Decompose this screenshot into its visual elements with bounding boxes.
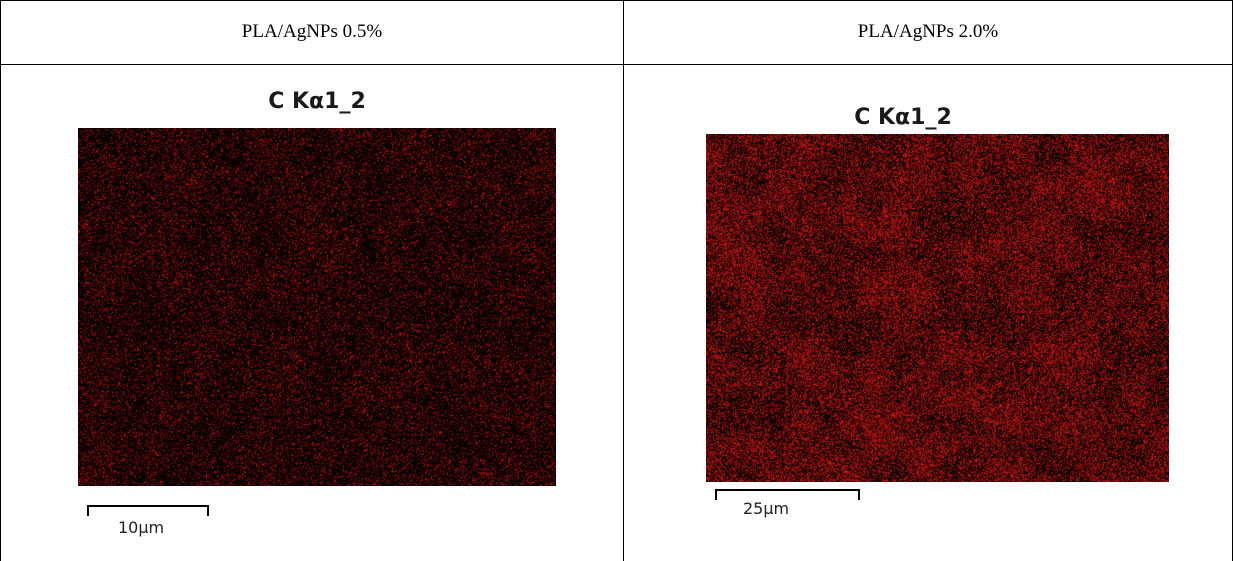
header-row-divider: [0, 64, 1233, 65]
column-divider: [623, 0, 624, 561]
panel-left-map-title: C Kα1_2: [268, 89, 366, 114]
column-header-left: PLA/AgNPs 0.5%: [241, 21, 383, 42]
panel-right-scale-bar: [715, 489, 860, 501]
table-top-border: [0, 0, 1233, 1]
panel-right-scale-label: 25µm: [743, 499, 790, 518]
panel-right-map-title: C Kα1_2: [854, 105, 952, 130]
column-header-right: PLA/AgNPs 2.0%: [857, 21, 999, 42]
panel-left-scale-label: 10µm: [118, 518, 165, 537]
panel-right-eds-carbon-map: [706, 134, 1169, 482]
panel-left-eds-carbon-map: [78, 128, 556, 486]
table-left-border: [0, 0, 1, 561]
panel-left-scale-bar: [87, 505, 209, 517]
